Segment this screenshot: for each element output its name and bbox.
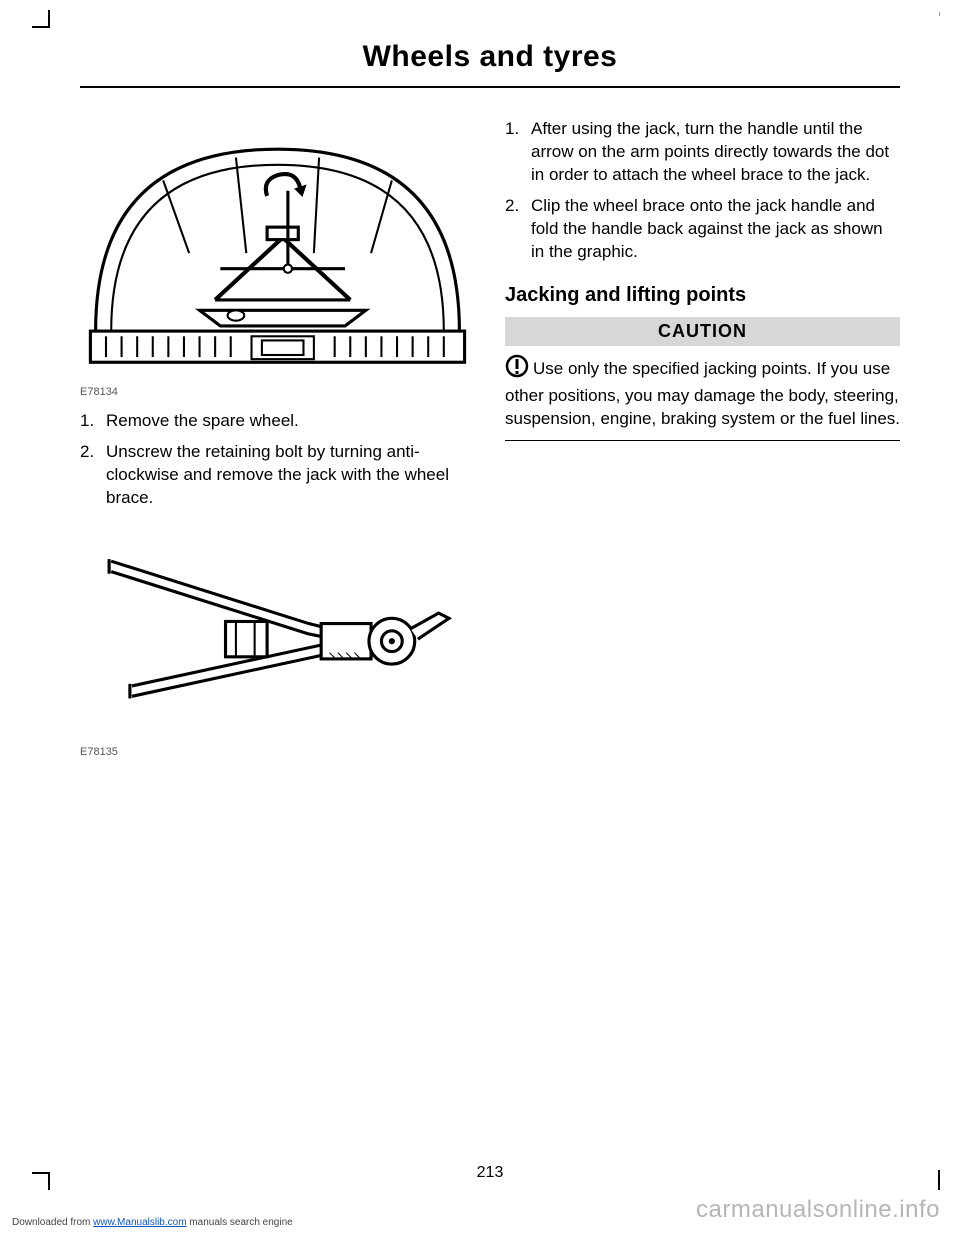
caution-body: Use only the specified jacking points. I… <box>505 354 900 442</box>
step-text: Remove the spare wheel. <box>106 410 299 433</box>
step-text: After using the jack, turn the handle un… <box>531 118 900 187</box>
footer-suffix: manuals search engine <box>187 1217 293 1228</box>
step-number: 1. <box>505 118 531 187</box>
caution-icon <box>505 354 529 385</box>
list-item: 1.After using the jack, turn the handle … <box>505 118 900 187</box>
page-content: Wheels and tyres <box>80 40 900 1182</box>
crop-mark-top-right <box>936 12 940 16</box>
figure-caption-2: E78135 <box>80 746 475 758</box>
step-text: Unscrew the retaining bolt by turning an… <box>106 441 475 510</box>
step-number: 2. <box>505 195 531 264</box>
crop-mark-bottom-left <box>32 1172 50 1190</box>
step-number: 2. <box>80 441 106 510</box>
two-column-layout: E78134 1.Remove the spare wheel. 2.Unscr… <box>80 118 900 770</box>
caution-banner: CAUTION <box>505 317 900 346</box>
footer-download-note: Downloaded from www.Manualslib.com manua… <box>12 1217 293 1228</box>
steps-list-2: 1.After using the jack, turn the handle … <box>505 118 900 264</box>
page-title: Wheels and tyres <box>80 40 900 88</box>
list-item: 1.Remove the spare wheel. <box>80 410 475 433</box>
list-item: 2.Clip the wheel brace onto the jack han… <box>505 195 900 264</box>
caution-text: Use only the specified jacking points. I… <box>505 359 900 428</box>
figure-caption-1: E78134 <box>80 386 475 398</box>
left-column: E78134 1.Remove the spare wheel. 2.Unscr… <box>80 118 475 770</box>
figure-jack-handle-folded <box>80 530 475 738</box>
step-number: 1. <box>80 410 106 433</box>
right-column: 1.After using the jack, turn the handle … <box>505 118 900 770</box>
crop-mark-bottom-right <box>936 1170 940 1190</box>
step-text: Clip the wheel brace onto the jack handl… <box>531 195 900 264</box>
list-item: 2.Unscrew the retaining bolt by turning … <box>80 441 475 510</box>
page-number: 213 <box>80 1164 900 1182</box>
footer-link[interactable]: www.Manualslib.com <box>93 1217 186 1228</box>
figure-jack-in-wheel-well <box>80 118 475 378</box>
footer-prefix: Downloaded from <box>12 1217 93 1228</box>
steps-list-1: 1.Remove the spare wheel. 2.Unscrew the … <box>80 410 475 510</box>
watermark: carmanualsonline.info <box>696 1196 940 1224</box>
crop-mark-top-left <box>32 10 50 28</box>
subheading-jacking-points: Jacking and lifting points <box>505 284 900 307</box>
